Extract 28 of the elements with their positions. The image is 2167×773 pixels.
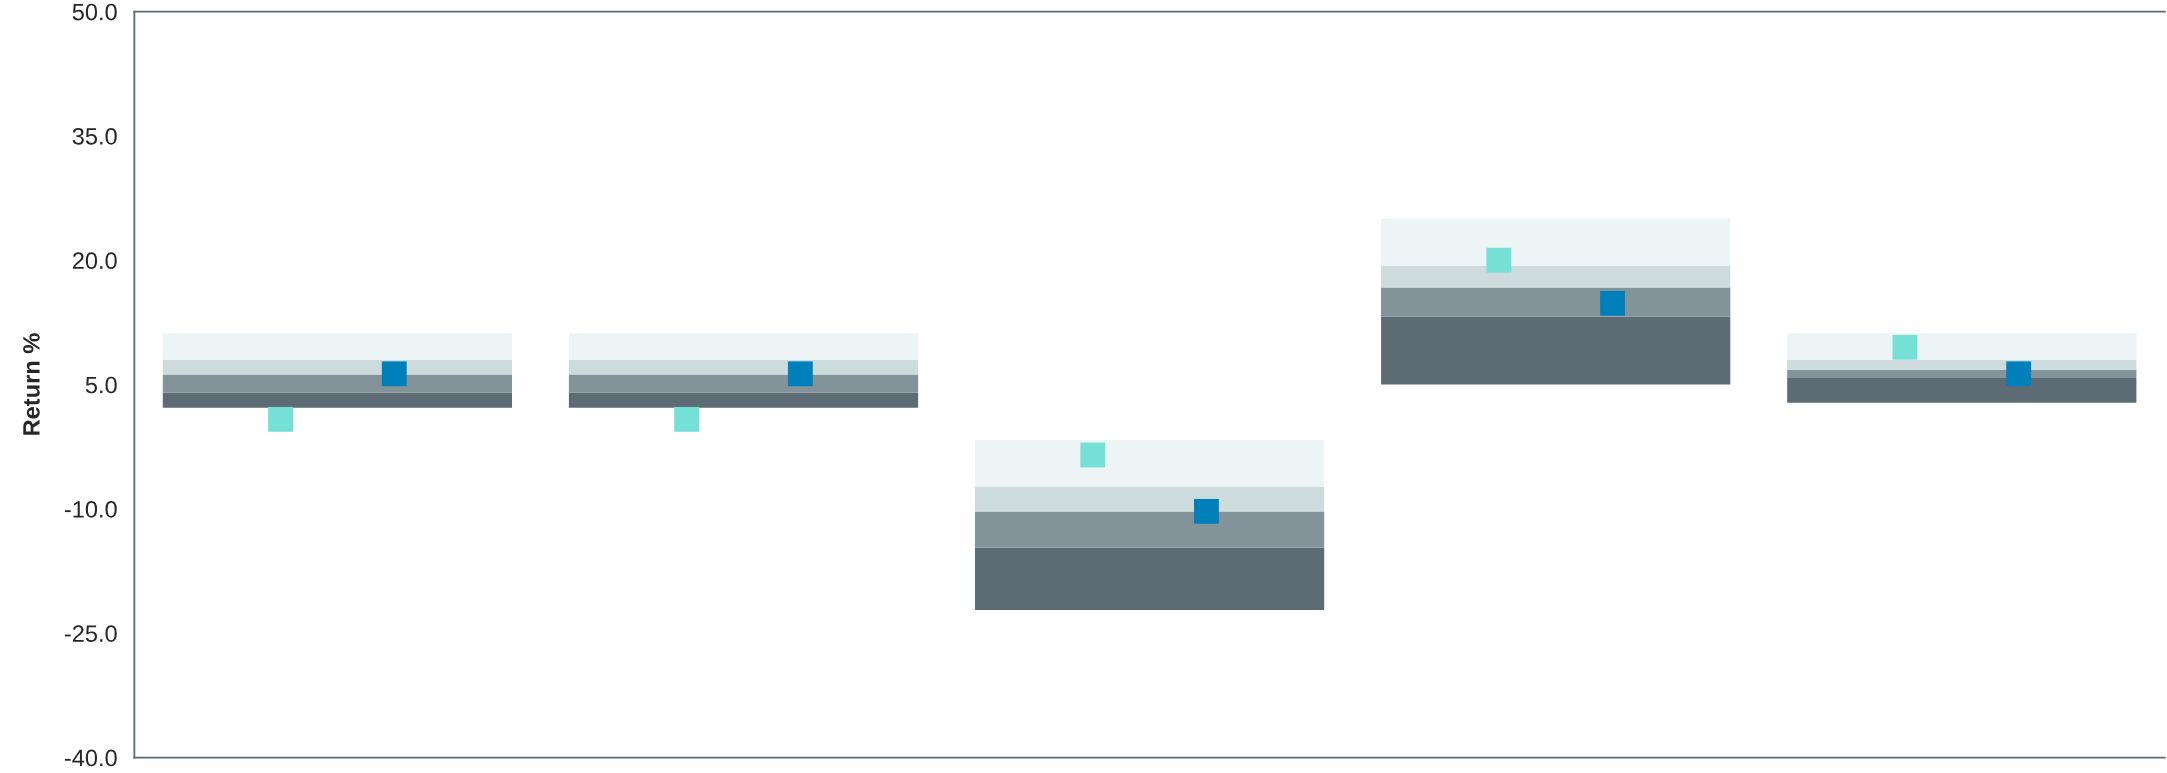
y-tick-label: 5.0 [85, 376, 117, 394]
bar [568, 333, 919, 360]
y-tick-label: 20.0 [72, 252, 117, 270]
bar [974, 440, 1325, 487]
bar [1381, 218, 1731, 267]
y-tick-label: 35.0 [72, 127, 117, 145]
y-tick-label: 50.0 [72, 3, 117, 21]
bar [1787, 377, 2137, 403]
y-tick-label: -10.0 [64, 500, 117, 518]
bar [568, 359, 919, 375]
bar [162, 374, 513, 393]
bar [1381, 316, 1731, 385]
bar [1381, 266, 1731, 288]
bar [162, 333, 513, 360]
y-tick-label: -40.0 [64, 749, 117, 767]
bar [162, 392, 513, 408]
bar [974, 547, 1325, 611]
bar [568, 392, 919, 408]
bar [974, 486, 1325, 512]
y-tick-label: -25.0 [64, 625, 117, 642]
bar [1381, 287, 1731, 317]
y-axis-title: Return % [23, 333, 40, 435]
bar [1787, 333, 2137, 360]
bar [568, 374, 919, 393]
bar [974, 511, 1325, 548]
bar [1787, 369, 2137, 378]
bar [1787, 359, 2137, 370]
bar [162, 359, 513, 375]
